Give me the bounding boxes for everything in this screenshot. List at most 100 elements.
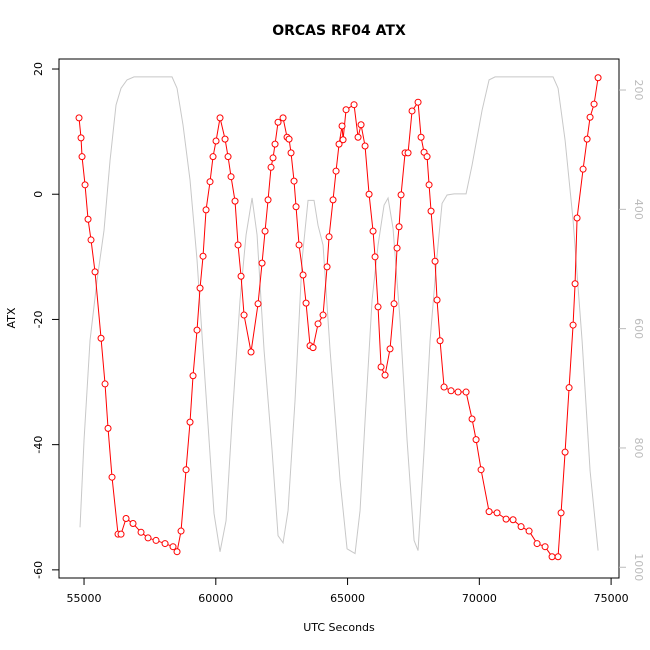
point xyxy=(369,227,377,235)
y-axis-label: ATX xyxy=(5,307,18,328)
point xyxy=(590,100,598,108)
point xyxy=(302,299,310,307)
x-tick-label: 65000 xyxy=(330,592,365,605)
point xyxy=(557,509,565,517)
point xyxy=(525,527,533,535)
point xyxy=(209,153,217,161)
point xyxy=(87,236,95,244)
point xyxy=(361,142,369,150)
y2-tick-label: 200 xyxy=(632,80,645,101)
point xyxy=(91,268,99,276)
point xyxy=(287,149,295,157)
point xyxy=(431,257,439,265)
series-line xyxy=(79,76,599,555)
series-line xyxy=(78,77,599,558)
point xyxy=(161,540,169,548)
point xyxy=(381,371,389,379)
point xyxy=(583,135,591,143)
point xyxy=(365,190,373,198)
point xyxy=(137,528,145,536)
point xyxy=(408,107,416,115)
point xyxy=(267,163,275,171)
point xyxy=(594,74,602,82)
point xyxy=(279,114,287,122)
point xyxy=(295,241,303,249)
point xyxy=(468,415,476,423)
point xyxy=(338,122,346,130)
point xyxy=(84,215,92,223)
point xyxy=(104,424,112,432)
point xyxy=(386,345,394,353)
point xyxy=(485,508,493,516)
point xyxy=(433,296,441,304)
point xyxy=(173,548,181,556)
point xyxy=(186,418,194,426)
point xyxy=(189,372,197,380)
point xyxy=(216,114,224,122)
point xyxy=(319,311,327,319)
y2-tick-label: 400 xyxy=(632,199,645,220)
point xyxy=(390,300,398,308)
point xyxy=(414,98,422,106)
point xyxy=(554,553,562,561)
point xyxy=(299,271,307,279)
point xyxy=(447,387,455,395)
point xyxy=(541,543,549,551)
y2-tick-label: 600 xyxy=(632,318,645,339)
y2-tick-label: 800 xyxy=(632,437,645,458)
point xyxy=(152,536,160,544)
point xyxy=(290,177,298,185)
point xyxy=(202,206,210,214)
point xyxy=(502,515,510,523)
point xyxy=(227,173,235,181)
y-tick-label: -60 xyxy=(32,561,45,579)
point xyxy=(199,252,207,260)
point xyxy=(108,473,116,481)
point xyxy=(509,516,517,524)
point xyxy=(533,540,541,548)
point xyxy=(177,527,185,535)
point xyxy=(342,106,350,114)
point xyxy=(231,197,239,205)
point xyxy=(75,114,83,122)
point xyxy=(247,348,255,356)
point xyxy=(77,134,85,142)
x-tick-label: 60000 xyxy=(198,592,233,605)
point xyxy=(206,178,214,186)
point xyxy=(182,466,190,474)
x-axis-label: UTC Seconds xyxy=(303,621,375,634)
plot-frame xyxy=(58,58,620,579)
point xyxy=(196,284,204,292)
point xyxy=(101,380,109,388)
point xyxy=(258,259,266,267)
y-tick-label: 20 xyxy=(32,62,45,76)
point xyxy=(354,133,362,141)
point xyxy=(224,153,232,161)
point xyxy=(393,244,401,252)
point xyxy=(462,388,470,396)
point xyxy=(314,320,322,328)
point xyxy=(144,534,152,542)
point xyxy=(193,326,201,334)
point xyxy=(169,543,177,551)
point xyxy=(269,154,277,162)
point xyxy=(271,140,279,148)
point xyxy=(573,214,581,222)
point xyxy=(254,300,262,308)
point xyxy=(81,181,89,189)
x-tick-label: 75000 xyxy=(594,592,629,605)
point xyxy=(274,118,282,126)
point xyxy=(417,133,425,141)
y-tick-label: 0 xyxy=(32,191,45,198)
chart-title: ORCAS RF04 ATX xyxy=(272,23,406,39)
point xyxy=(569,321,577,329)
point xyxy=(117,530,125,538)
point xyxy=(335,140,343,148)
point xyxy=(122,515,130,523)
point xyxy=(404,149,412,157)
x-tick-label: 55000 xyxy=(67,592,102,605)
point xyxy=(472,436,480,444)
y2-tick-label: 1000 xyxy=(632,553,645,581)
point xyxy=(264,196,272,204)
point xyxy=(309,344,317,352)
